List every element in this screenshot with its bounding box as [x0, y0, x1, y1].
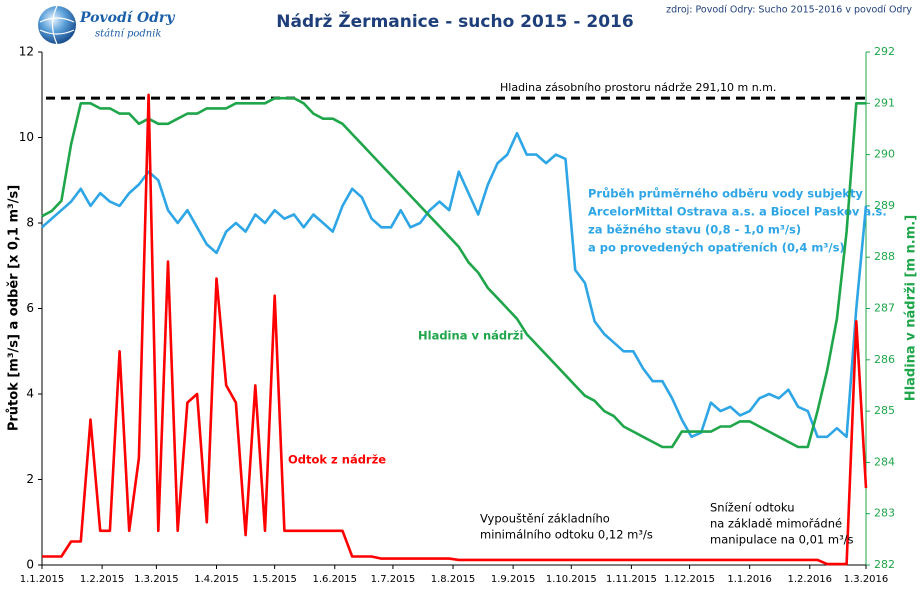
- annotation: Vypouštění základního: [480, 512, 610, 526]
- annotation: Snížení odtoku: [710, 501, 795, 515]
- y2-tick-label: 283: [874, 507, 895, 520]
- y2-tick-label: 292: [874, 45, 895, 58]
- y-axis-label: Průtok [m³/s] a odběr [x 0,1 m³/s]: [7, 185, 22, 431]
- x-tick-label: 1.5.2015: [252, 574, 297, 585]
- series-label: za běžného stavu (0,8 - 1,0 m³/s): [588, 223, 801, 237]
- series-label: a po provedených opatřeních (0,4 m³/s): [588, 241, 845, 255]
- x-tick-label: 1.2.2015: [80, 574, 125, 585]
- logo-globe: [38, 6, 76, 44]
- logo: Povodí Odry státní podnik: [38, 5, 175, 45]
- y2-tick-label: 290: [874, 148, 895, 161]
- logo-lines: [39, 5, 75, 45]
- x-tick-label: 1.1.2015: [20, 574, 65, 585]
- logo-name: Povodí Odry: [79, 10, 175, 26]
- series-label: Průběh průměrného odběru vody subjekty: [588, 187, 863, 201]
- y-tick-label: 0: [26, 558, 34, 572]
- y2-tick-label: 289: [874, 199, 895, 212]
- y-tick-label: 6: [26, 301, 34, 315]
- x-tick-label: 1.8.2015: [431, 574, 476, 585]
- series-label: ArcelorMittal Ostrava a.s. a Biocel Pask…: [588, 205, 887, 219]
- y-tick-label: 12: [19, 45, 34, 59]
- series-label: Odtok z nádrže: [288, 453, 386, 467]
- series-line: [42, 93, 868, 566]
- annotation: na základě mimořádné: [710, 517, 842, 531]
- reference-label: Hladina zásobního prostoru nádrže 291,10…: [500, 81, 776, 94]
- y2-tick-label: 284: [874, 455, 895, 468]
- y2-tick-label: 285: [874, 404, 895, 417]
- annotation: minimálního odtoku 0,12 m³/s: [480, 528, 653, 542]
- y2-tick-label: 288: [874, 250, 895, 263]
- x-tick-label: 1.7.2015: [371, 574, 416, 585]
- series-label: Hladina v nádrži: [418, 329, 523, 343]
- y-tick-label: 2: [26, 472, 34, 486]
- y2-axis-label: Hladina v nádrži [m n.m.]: [904, 215, 919, 401]
- x-tick-label: 1.2.2016: [788, 574, 833, 585]
- x-tick-label: 1.3.2015: [134, 574, 179, 585]
- y-tick-label: 4: [26, 387, 34, 401]
- x-tick-label: 1.11.2015: [606, 574, 657, 585]
- x-tick-label: 1.4.2015: [194, 574, 239, 585]
- logo-subtitle: státní podnik: [95, 29, 161, 40]
- x-tick-label: 1.12.2015: [664, 574, 715, 585]
- x-tick-label: 1.6.2015: [312, 574, 357, 585]
- x-tick-label: 1.10.2015: [546, 574, 597, 585]
- source: zdroj: Povodí Odry: Sucho 2015-2016 v po…: [666, 5, 912, 16]
- annotation: manipulace na 0,01 m³/s: [710, 533, 854, 547]
- y2-tick-label: 282: [874, 558, 895, 571]
- y-tick-label: 10: [19, 130, 34, 144]
- y2-tick-label: 287: [874, 302, 895, 315]
- y2-tick-label: 286: [874, 353, 895, 366]
- x-tick-label: 1.9.2015: [491, 574, 536, 585]
- series-line: [41, 131, 868, 439]
- chart-title: Nádrž Žermanice - sucho 2015 - 2016: [276, 10, 633, 32]
- x-tick-label: 1.1.2016: [727, 574, 772, 585]
- x-tick-label: 1.3.2016: [844, 574, 889, 585]
- y-tick-label: 8: [26, 216, 34, 230]
- series-line: [41, 96, 866, 449]
- y2-tick-label: 291: [874, 96, 895, 109]
